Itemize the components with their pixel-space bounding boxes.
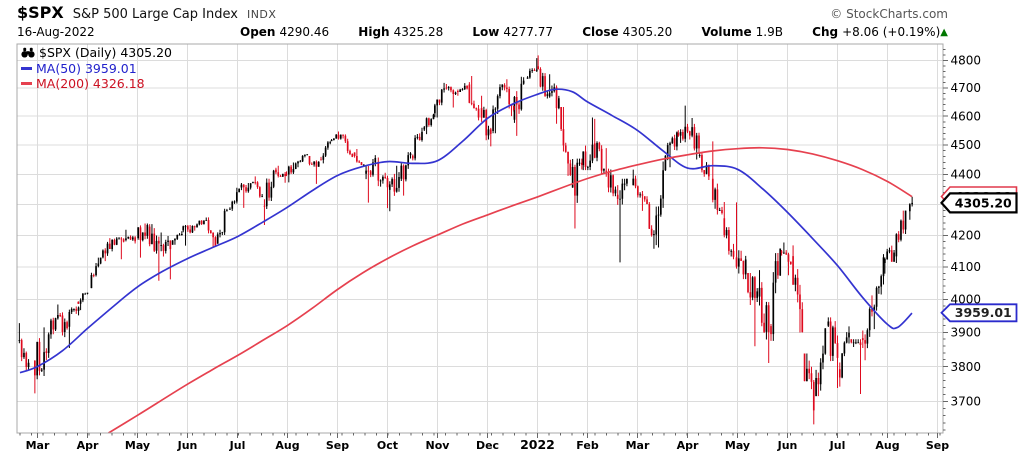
quote-label: Open: [240, 25, 276, 39]
quote-value: 1.9B: [755, 25, 783, 39]
quote-value: +8.06 (+0.19%): [842, 25, 941, 39]
moving-averages: [19, 88, 913, 433]
chart-header: $SPX S&P 500 Large Cap Index INDX: [17, 3, 276, 22]
quote-change: Chg +8.06 (+0.19%)▲: [812, 25, 948, 39]
x-axis-label: Mar: [626, 439, 650, 452]
symbol: $SPX: [17, 3, 64, 22]
x-axis-label: Dec: [476, 439, 499, 452]
y-axis-labels: 3700380039004000410042004300440045004600…: [951, 54, 982, 409]
y-axis-label: 3800: [951, 360, 982, 374]
close-price-tag: 4305.20: [940, 192, 1018, 214]
y-axis-label: 4100: [951, 260, 982, 274]
quote-value: 4277.77: [503, 25, 554, 39]
x-axis-label: May: [125, 439, 150, 452]
x-axis-label: Apr: [677, 439, 699, 452]
y-axis-label: 4600: [951, 109, 982, 123]
quote-value: 4290.46: [279, 25, 330, 39]
change-up-arrow-icon: ▲: [940, 27, 948, 38]
x-axis-label: Apr: [77, 439, 99, 452]
y-axis-label: 4000: [951, 293, 982, 307]
candlesticks: [18, 55, 913, 425]
y-axis-label: 3700: [951, 395, 982, 409]
symbol-name: S&P 500 Large Cap Index: [72, 7, 238, 22]
x-axis-label: May: [725, 439, 750, 452]
x-axis-label: Jun: [177, 439, 198, 452]
y-axis-label: 4800: [951, 54, 982, 68]
legend-main: $SPX (Daily) 4305.20: [21, 45, 172, 61]
y-axis-label: 4500: [951, 138, 982, 152]
legend-ma50-label: MA(50) 3959.01: [36, 60, 137, 76]
legend-ma50: MA(50) 3959.01: [21, 61, 172, 77]
ma200-line: [108, 146, 913, 433]
legend-main-label: $SPX (Daily) 4305.20: [39, 45, 173, 60]
x-axis-label: Oct: [377, 439, 398, 452]
copyright: © StockCharts.com: [830, 7, 948, 21]
x-axis-label: Sep: [326, 439, 349, 452]
x-axis-label: 2022: [520, 437, 555, 452]
y-axis-label: 4400: [951, 168, 982, 182]
y-axis-label: 4200: [951, 229, 982, 243]
ma50-swatch: [21, 66, 32, 70]
x-axis-label: Mar: [26, 439, 50, 452]
y-axis-label: 3900: [951, 326, 982, 340]
chart-legend: $SPX (Daily) 4305.20 MA(50) 3959.01 MA(2…: [21, 45, 172, 92]
quote-close: Close 4305.20: [582, 25, 672, 39]
inspector-binoculars-icon: [21, 47, 35, 58]
ma50-line: [19, 88, 913, 374]
quote-label: Volume: [701, 25, 752, 39]
quote-open: Open 4290.46: [240, 25, 329, 39]
legend-ma200: MA(200) 4326.18: [21, 76, 172, 92]
gridlines: [17, 44, 943, 433]
x-axis-label: Jun: [777, 439, 798, 452]
quote-value: 4305.20: [622, 25, 673, 39]
x-axis-label: Jul: [829, 439, 846, 452]
ma50-price-tag: 3959.01: [940, 303, 1018, 323]
price-tag-value: 4305.20: [955, 195, 1012, 210]
x-axis-label: Sep: [926, 439, 949, 452]
quote-value: 4325.28: [393, 25, 444, 39]
y-axis-label: 4700: [951, 81, 982, 95]
legend-ma200-label: MA(200) 4326.18: [36, 76, 145, 91]
price-tag-value: 3959.01: [955, 305, 1012, 320]
x-axis-label: Jul: [229, 439, 246, 452]
quote-label: High: [358, 25, 390, 39]
x-axis-labels: Mar Apr May Jun Jul Aug Sep Oct Nov Dec 2022 Feb Mar…: [26, 437, 950, 452]
x-axis-label: Feb: [576, 439, 599, 452]
chart-date: 16-Aug-2022: [17, 25, 95, 39]
quote-volume: Volume 1.9B: [701, 25, 783, 39]
x-axis-label: Nov: [426, 439, 451, 452]
quote-high: High 4325.28: [358, 25, 443, 39]
quote-row: Open 4290.46 High 4325.28 Low 4277.77 Close…: [240, 25, 948, 39]
quote-low: Low 4277.77: [472, 25, 553, 39]
x-axis-label: Aug: [875, 439, 899, 452]
ma200-swatch: [21, 82, 32, 85]
exchange: INDX: [246, 8, 277, 21]
quote-label: Close: [582, 25, 619, 39]
quote-label: Chg: [812, 25, 839, 39]
quote-label: Low: [472, 25, 500, 39]
x-axis-label: Aug: [275, 439, 299, 452]
